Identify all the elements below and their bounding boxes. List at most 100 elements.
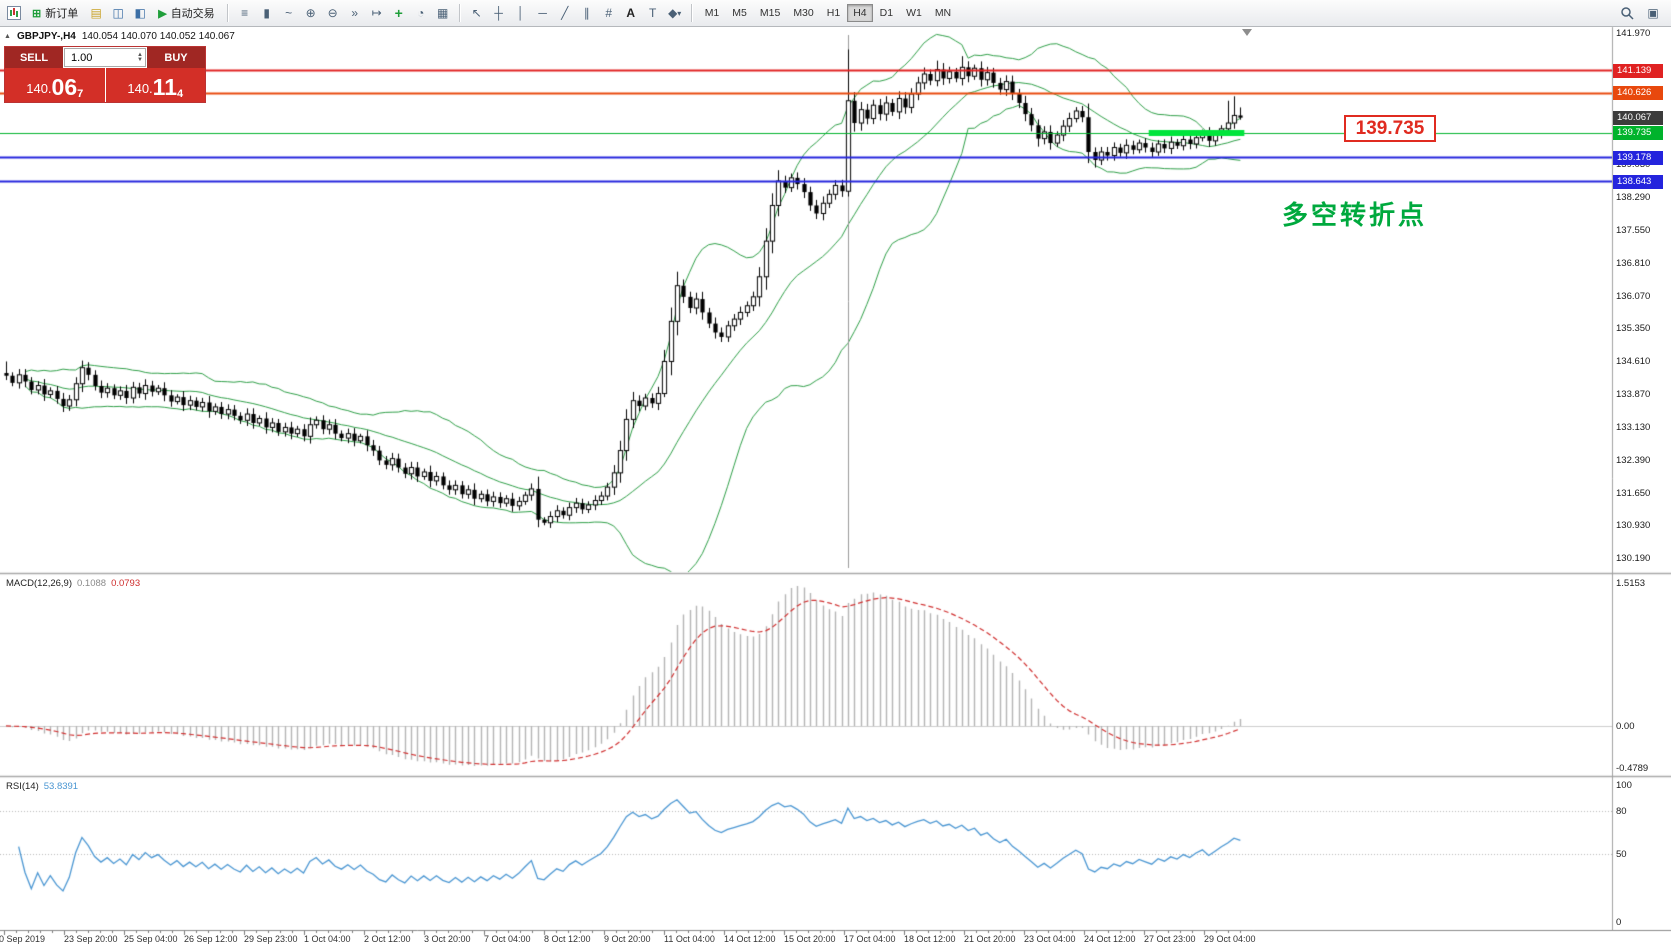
- price-scale-tick: 141.970: [1616, 28, 1651, 39]
- time-axis-label: 8 Oct 12:00: [544, 934, 591, 944]
- chevron-down-icon: ▾: [677, 8, 682, 18]
- zoom-in-icon[interactable]: ⊕: [305, 6, 316, 20]
- time-axis-label: 21 Oct 20:00: [964, 934, 1016, 944]
- rsi-value: 53.8391: [43, 781, 79, 792]
- bar-chart-icon[interactable]: ≡: [241, 6, 249, 20]
- templates-icon[interactable]: ▦: [437, 6, 449, 20]
- volume-stepper[interactable]: ▲ ▼: [137, 51, 143, 63]
- chart-shift-icon[interactable]: ↦: [371, 6, 382, 20]
- macd-scale-zero: 0.00: [1616, 720, 1635, 732]
- search-icon[interactable]: [1617, 3, 1637, 23]
- timeframe-h1[interactable]: H1: [821, 4, 846, 22]
- rsi-name: RSI(14): [6, 781, 39, 792]
- time-axis-label: 24 Oct 12:00: [1084, 934, 1136, 944]
- price-level-tag: 141.139: [1613, 63, 1663, 78]
- shapes-icon[interactable]: ◆ ▾: [665, 3, 685, 23]
- price-level-tag: 140.626: [1613, 86, 1663, 101]
- timeframe-d1[interactable]: D1: [874, 4, 899, 22]
- macd-signal-value: 0.0793: [111, 578, 141, 589]
- periods-icon[interactable]: ◔: [417, 6, 425, 20]
- timeframe-m5[interactable]: M5: [726, 4, 753, 22]
- rsi-scale-100: 100: [1616, 780, 1632, 791]
- toolbar-separator: [226, 4, 229, 22]
- line-chart-icon[interactable]: ~: [285, 6, 293, 20]
- timeframe-m15[interactable]: M15: [754, 4, 786, 22]
- chart-shift-marker[interactable]: [1242, 29, 1252, 36]
- new-order-label: 新订单: [45, 8, 79, 20]
- fibonacci-icon[interactable]: #: [605, 6, 613, 20]
- price-scale-tick: 130.190: [1616, 553, 1651, 564]
- price-level-tag: 138.643: [1613, 174, 1663, 189]
- timeframe-h4[interactable]: H4: [847, 4, 873, 22]
- price-scale-tick: 136.810: [1616, 257, 1651, 269]
- price-scale-tick: 136.070: [1616, 290, 1651, 302]
- price-scale-tick: 131.650: [1616, 487, 1651, 499]
- symbol-name: GBPJPY-,H4: [16, 31, 76, 42]
- text-label-icon[interactable]: T: [649, 6, 657, 20]
- price-scale-tick: 132.390: [1616, 454, 1651, 466]
- sell-price[interactable]: 140. 06 7: [5, 68, 106, 102]
- price-scale-tick: 133.130: [1616, 421, 1651, 433]
- trade-panel-prices: 140. 06 7 140. 11 4: [5, 68, 205, 102]
- turning-point-note: 多空转折点: [1282, 200, 1428, 230]
- strategy-tester-icon[interactable]: ▣: [1647, 6, 1659, 20]
- macd-scale-min: -0.4789: [1616, 763, 1649, 774]
- autotrading-button[interactable]: ▶ 自动交易: [152, 2, 220, 24]
- stepper-down-icon[interactable]: ▼: [137, 56, 143, 63]
- channel-icon[interactable]: ∥: [583, 6, 590, 20]
- time-axis-label: 23 Sep 20:00: [64, 934, 118, 944]
- time-axis-label: 25 Sep 04:00: [124, 934, 178, 944]
- buy-price[interactable]: 140. 11 4: [105, 68, 205, 102]
- macd-label: MACD(12,26,9) 0.1088 0.0793: [6, 578, 140, 589]
- stepper-up-icon[interactable]: ▲: [137, 51, 143, 58]
- timeframe-switcher: M1 M5 M15 M30 H1 H4 D1 W1 MN: [699, 4, 957, 22]
- volume-field[interactable]: 1.00 ▲ ▼: [64, 48, 146, 67]
- data-window-icon[interactable]: ◫: [112, 6, 124, 20]
- timeframe-w1[interactable]: W1: [900, 4, 928, 22]
- current-price-tag: 140.067: [1613, 111, 1663, 126]
- time-axis-label: 27 Oct 23:00: [1144, 934, 1196, 944]
- crosshair-icon[interactable]: ┼: [494, 6, 503, 20]
- one-click-trading-panel: SELL 1.00 ▲ ▼ BUY 140. 06 7 140. 11 4: [4, 46, 206, 103]
- volume-value: 1.00: [71, 51, 93, 64]
- cursor-icon[interactable]: ↖: [471, 6, 482, 20]
- buy-price-sup: 4: [177, 88, 184, 100]
- timeframe-m1[interactable]: M1: [699, 4, 726, 22]
- rsi-label: RSI(14) 53.8391: [6, 781, 78, 792]
- price-scale-tick: 133.870: [1616, 388, 1651, 400]
- text-icon[interactable]: A: [626, 6, 636, 20]
- time-axis-label: 14 Oct 12:00: [724, 934, 776, 944]
- auto-scroll-icon[interactable]: »: [351, 6, 359, 20]
- time-axis-label: 18 Oct 12:00: [904, 934, 956, 944]
- main-toolbar: ⊞ 新订单 ▤ ◫ ◧ ▶ 自动交易 ≡ ▮ ~ ⊕ ⊖ » ↦ + ◔ ▦ ↖…: [0, 0, 1671, 27]
- symbol-ohlc: 140.054 140.070 140.052 140.067: [81, 31, 235, 42]
- sell-button[interactable]: SELL: [5, 47, 63, 68]
- trade-panel-header: SELL 1.00 ▲ ▼ BUY: [5, 47, 205, 68]
- new-order-button[interactable]: ⊞ 新订单: [26, 2, 84, 24]
- market-watch-icon[interactable]: ▤: [90, 6, 102, 20]
- one-click-collapse-arrow[interactable]: ▲: [4, 33, 11, 40]
- time-axis-label: 1 Oct 04:00: [304, 934, 351, 944]
- indicators-icon[interactable]: +: [394, 5, 403, 21]
- trendline-icon[interactable]: ╱: [561, 6, 569, 20]
- time-axis-label: 15 Oct 20:00: [784, 934, 836, 944]
- buy-button[interactable]: BUY: [147, 47, 205, 68]
- macd-main-value: 0.1088: [77, 578, 107, 589]
- timeframe-mn[interactable]: MN: [929, 4, 957, 22]
- horizontal-line-icon[interactable]: ─: [538, 6, 547, 20]
- candlestick-chart-icon[interactable]: ▮: [263, 6, 270, 20]
- toolbar-separator: [458, 4, 461, 22]
- time-axis-label: 9 Oct 20:00: [604, 934, 651, 944]
- vertical-line-icon[interactable]: │: [516, 6, 525, 20]
- time-axis-label: 29 Oct 04:00: [1204, 934, 1256, 944]
- timeframe-m30[interactable]: M30: [787, 4, 819, 22]
- zoom-out-icon[interactable]: ⊖: [327, 6, 338, 20]
- navigator-icon[interactable]: ◧: [134, 6, 146, 20]
- time-axis-label: 2 Oct 12:00: [364, 934, 411, 944]
- rsi-scale-50: 50: [1616, 848, 1627, 860]
- time-axis-label: 11 Oct 04:00: [664, 934, 715, 944]
- toolbar-right-group: ▣: [1617, 3, 1667, 23]
- autotrading-play-icon: ▶: [158, 7, 167, 20]
